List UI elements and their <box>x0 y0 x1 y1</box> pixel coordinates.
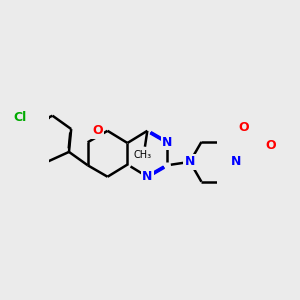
Text: Cl: Cl <box>14 111 27 124</box>
Text: O: O <box>239 121 249 134</box>
Text: N: N <box>231 155 241 168</box>
Text: O: O <box>92 124 103 137</box>
Text: N: N <box>162 136 172 149</box>
Text: CH₃: CH₃ <box>134 150 152 161</box>
Text: N: N <box>185 155 195 168</box>
Text: N: N <box>142 170 152 183</box>
Text: O: O <box>266 139 277 152</box>
